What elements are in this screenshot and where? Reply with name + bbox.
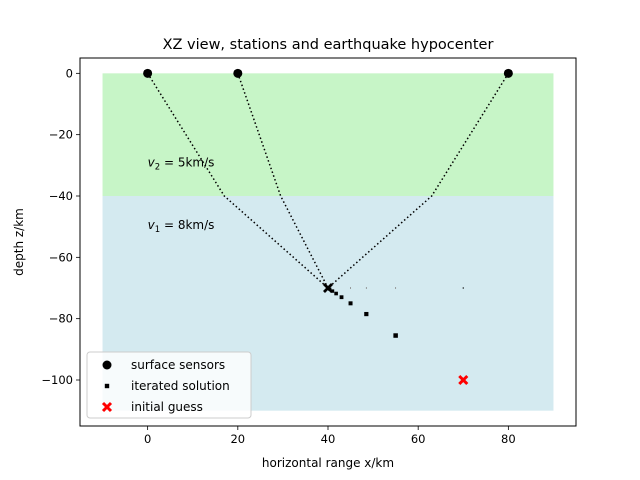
legend-label: surface sensors [131, 358, 225, 372]
chart-title: XZ view, stations and earthquake hypocen… [163, 37, 494, 53]
iteration-trace-mark [365, 287, 367, 289]
x-axis-ticks: 0 20 40 60 80 [144, 426, 516, 446]
data-points [143, 68, 513, 386]
layers [102, 73, 554, 411]
legend-marker-sensors [102, 360, 112, 370]
y-tick-label: −20 [49, 128, 73, 142]
y-tick-label: 0 [66, 66, 73, 80]
y-axis-ticks: 0 −20 −40 −60 −80 −100 [41, 66, 80, 387]
legend-box [86, 351, 252, 419]
legend-marker-initial-guess [101, 401, 113, 413]
annotations: v2 = 5km/s v1 = 8km/s [148, 155, 215, 235]
iterated-solution-point [334, 291, 338, 296]
velocity-label-1: v2 = 5km/s [148, 155, 215, 172]
iteration-trace-mark [350, 287, 351, 289]
x-tick-label: 40 [321, 432, 336, 446]
x-axis-label: horizontal range x/km [262, 456, 394, 470]
x-tick-label: 60 [411, 432, 426, 446]
plot-area: v2 = 5km/s v1 = 8km/s [79, 57, 577, 427]
ray-path-3 [327, 72, 509, 289]
final-solution-marker [323, 283, 333, 293]
iteration-trace-mark [395, 287, 397, 289]
iterated-solution-point [393, 333, 398, 338]
iterated-solution-point [348, 301, 353, 306]
initial-guess-point [458, 374, 469, 386]
upper-layer [102, 73, 554, 196]
surface-sensor-point [233, 68, 243, 78]
iterated-solution-point [364, 311, 369, 317]
velocity-label-2: v1 = 8km/s [148, 218, 215, 235]
legend-marker-iterated [104, 383, 110, 389]
y-axis-label: depth z/km [12, 208, 26, 276]
ray-path-1 [147, 72, 329, 289]
y-tick-label: −100 [41, 373, 73, 387]
legend-label: initial guess [131, 400, 203, 414]
x-tick-label: 0 [144, 432, 151, 446]
x-tick-label: 80 [501, 432, 516, 446]
iterated-solution-point [462, 287, 464, 289]
ray-paths [147, 72, 509, 289]
surface-sensor-point [143, 68, 153, 78]
surface-sensor-point [503, 68, 513, 78]
y-tick-label: −40 [49, 189, 73, 203]
x-tick-label: 20 [230, 432, 245, 446]
y-tick-label: −80 [49, 312, 73, 326]
y-tick-label: −60 [49, 250, 73, 264]
legend-label: iterated solution [131, 379, 230, 393]
iterated-solution-point [339, 295, 344, 300]
legend: surface sensors iterated solution initial … [86, 351, 252, 419]
